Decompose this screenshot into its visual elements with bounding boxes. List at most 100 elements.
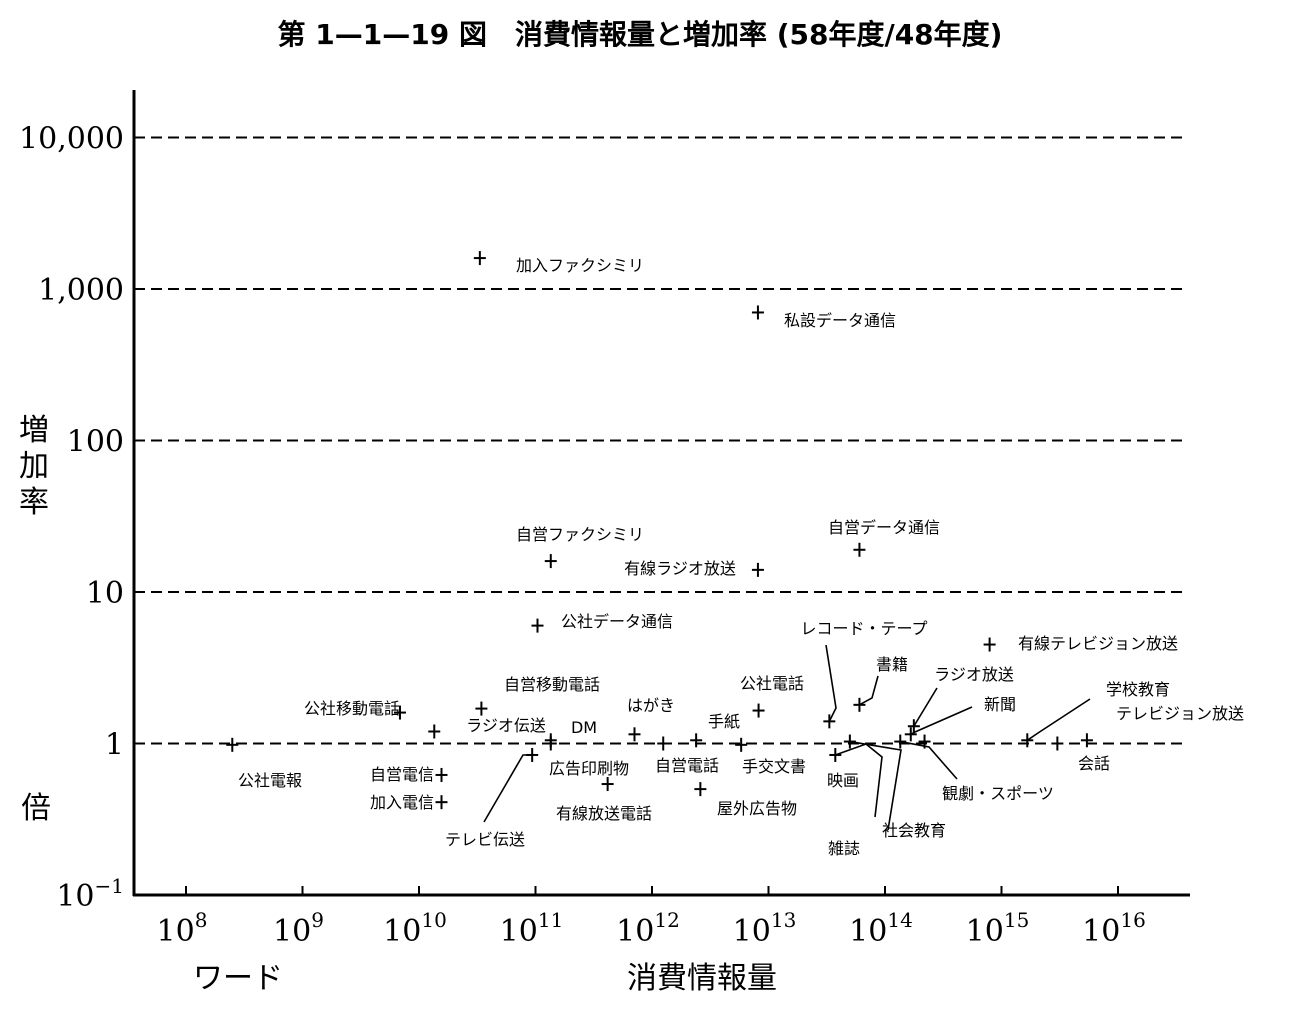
chart-title: 第 1—1—19 図 消費情報量と増加率 (58年度/48年度) — [278, 18, 1003, 51]
data-point — [918, 734, 931, 749]
point-label: 雑誌 — [828, 839, 860, 858]
leader-line — [1026, 698, 1091, 741]
x-tick-label: 1015 — [966, 908, 1030, 949]
data-point — [823, 714, 836, 729]
x-tick-label: 1013 — [733, 908, 797, 949]
data-point — [657, 736, 670, 751]
point-label: 公社データ通信 — [561, 612, 673, 631]
point-label: 有線ラジオ放送 — [624, 559, 736, 578]
x-tick-labels: 108 109 1010 1011 1012 1013 1014 1015 1016 — [157, 908, 1146, 949]
data-point — [907, 719, 920, 734]
y-tick-label: 100 — [67, 425, 124, 460]
data-point — [526, 747, 539, 762]
x-axis-unit: ワード — [193, 961, 283, 996]
point-label: 加入ファクシミリ — [516, 256, 644, 275]
leader-line — [910, 706, 973, 736]
leader-line — [859, 675, 879, 706]
point-label: 自営電信 — [370, 765, 434, 784]
leader-line — [483, 754, 533, 823]
data-point — [544, 736, 557, 751]
point-label: 自営データ通信 — [828, 518, 940, 537]
data-point — [473, 251, 486, 266]
data-point — [435, 767, 448, 782]
data-point — [735, 737, 748, 752]
x-tick-label: 1014 — [849, 908, 913, 949]
point-label: 会話 — [1078, 754, 1110, 773]
point-label: 手紙 — [708, 712, 740, 731]
y-tick-label: 1,000 — [38, 273, 124, 308]
data-point — [544, 554, 557, 569]
x-axis-title: 消費情報量 — [627, 961, 777, 996]
y-tick-label: 1 — [105, 728, 124, 763]
y-axis-title: 増加率 — [19, 413, 49, 520]
point-label: 加入電信 — [370, 793, 434, 812]
data-point — [694, 782, 707, 797]
data-point — [894, 734, 907, 749]
data-point — [983, 637, 996, 652]
data-point — [475, 701, 488, 716]
point-label: テレビ伝送 — [445, 830, 525, 849]
data-point — [531, 618, 544, 633]
data-point — [843, 734, 856, 749]
data-point — [428, 724, 441, 739]
gridlines — [134, 136, 1186, 745]
data-point — [601, 777, 614, 792]
y-tick-label: 10 — [86, 576, 124, 611]
data-points — [226, 251, 1093, 810]
point-label: 屋外広告物 — [717, 799, 797, 818]
x-tick-label: 1010 — [383, 908, 447, 949]
point-label: 広告印刷物 — [549, 759, 629, 778]
data-point — [829, 747, 842, 762]
point-label: ラジオ放送 — [934, 665, 1014, 684]
data-point — [435, 795, 448, 810]
point-label: 私設データ通信 — [784, 311, 896, 330]
point-label: 手交文書 — [742, 757, 806, 776]
point-label: 自営ファクシミリ — [516, 525, 644, 544]
leader-line — [835, 743, 883, 818]
point-label: レコード・テープ — [800, 619, 927, 638]
x-tick-label: 1011 — [500, 908, 564, 949]
data-point — [751, 562, 764, 577]
y-tick-label: 10−1 — [56, 874, 124, 914]
point-label: 社会教育 — [882, 821, 946, 840]
leader-line — [913, 687, 938, 727]
point-label: 自営移動電話 — [504, 675, 600, 694]
leader-line — [900, 740, 958, 780]
leader-line — [849, 740, 902, 831]
data-point — [1051, 736, 1064, 751]
data-point — [853, 542, 866, 557]
point-label: 有線テレビジョン放送 — [1018, 634, 1178, 653]
point-label: 有線放送電話 — [556, 804, 652, 823]
y-tick-label: 10,000 — [19, 122, 124, 157]
data-point — [1080, 733, 1093, 748]
point-label: 新聞 — [984, 695, 1016, 714]
data-point — [1021, 733, 1034, 748]
data-point — [226, 737, 239, 752]
y-axis-unit: 倍 — [21, 791, 51, 826]
svg-text:増加率: 増加率 — [19, 413, 49, 520]
data-point — [628, 727, 641, 742]
point-label: テレビジョン放送 — [1116, 704, 1244, 723]
y-tick-labels: 10,000 1,000 100 10 1 10−1 — [19, 122, 124, 915]
point-label: はがき — [627, 696, 675, 715]
x-tick-label: 1012 — [616, 908, 680, 949]
point-label: 公社移動電話 — [304, 699, 400, 718]
data-point — [853, 697, 866, 712]
data-point — [752, 703, 765, 718]
point-label: 自営電話 — [655, 756, 719, 775]
data-point — [690, 733, 703, 748]
point-label: 公社電報 — [238, 771, 302, 790]
x-tick-label: 109 — [273, 908, 324, 949]
point-label: 公社電話 — [740, 674, 804, 693]
point-label: 学校教育 — [1106, 680, 1170, 699]
data-point — [751, 305, 764, 320]
point-label: 書籍 — [876, 655, 908, 674]
point-label: 映画 — [827, 771, 859, 790]
data-point — [904, 727, 917, 742]
leader-line — [825, 644, 837, 722]
axes — [132, 90, 1190, 897]
point-label: DM — [571, 718, 597, 737]
x-tick-label: 108 — [157, 908, 208, 949]
